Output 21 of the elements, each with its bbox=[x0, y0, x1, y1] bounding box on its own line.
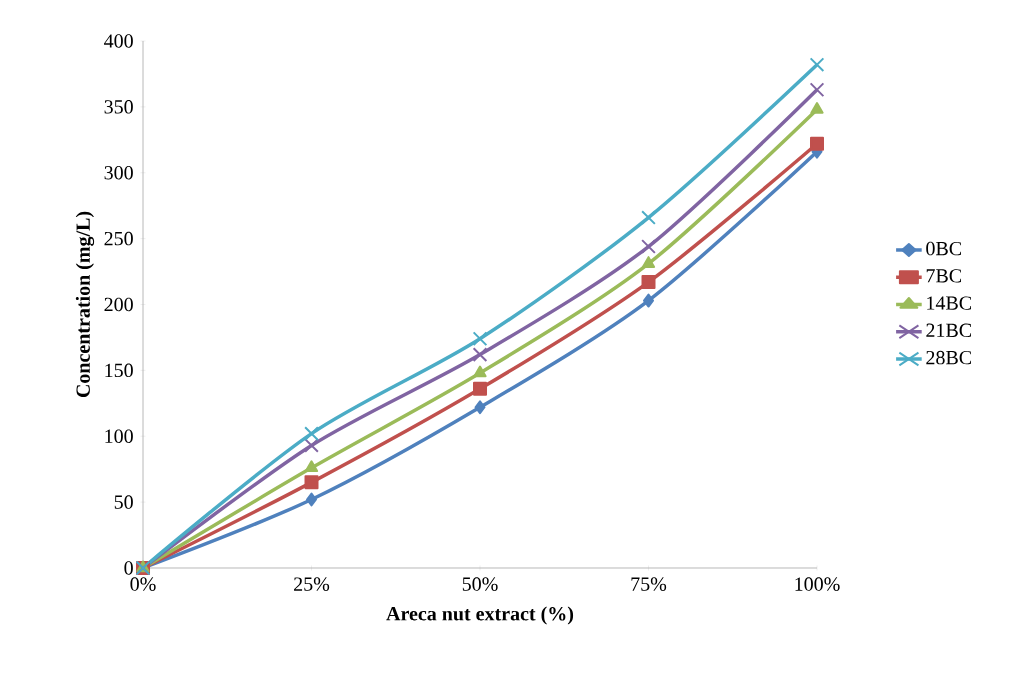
y-tick-label: 0 bbox=[124, 561, 133, 575]
legend-label: 0BC bbox=[926, 241, 962, 256]
y-tick-label: 50 bbox=[114, 495, 133, 509]
y-tick-label: 200 bbox=[104, 297, 133, 312]
y-tick-label: 150 bbox=[105, 363, 133, 378]
y-axis-title: Concentration (mg/L) bbox=[75, 211, 95, 398]
x-axis-title: Areca nut extract (%) bbox=[386, 606, 574, 625]
x-tick-label: 75% bbox=[631, 577, 667, 591]
legend-label: 14BC bbox=[927, 296, 972, 310]
x-tick-label: 100% bbox=[795, 577, 840, 591]
legend-label: 28BC bbox=[926, 350, 972, 365]
y-tick-label: 100 bbox=[105, 429, 133, 443]
x-tick-label: 50% bbox=[462, 577, 498, 591]
y-tick-label: 400 bbox=[104, 34, 133, 48]
y-tick-label: 300 bbox=[104, 166, 133, 180]
y-tick-label: 350 bbox=[104, 100, 133, 114]
legend-label: 21BC bbox=[926, 323, 972, 338]
y-tick-label: 250 bbox=[104, 231, 133, 246]
x-tick-label: 25% bbox=[294, 577, 330, 591]
legend-label: 7BC bbox=[926, 269, 962, 283]
x-tick-label: 0% bbox=[130, 577, 156, 591]
